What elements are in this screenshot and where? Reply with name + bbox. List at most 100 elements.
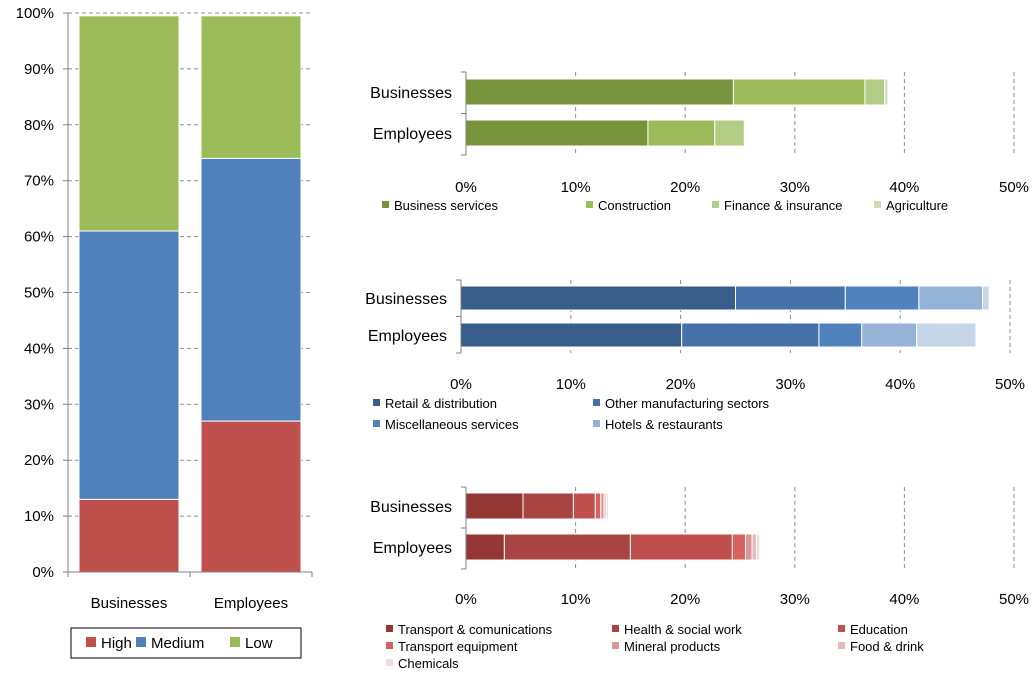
legend-label: Finance & insurance [724,198,843,213]
bar-segment [605,492,609,520]
x-tick-label: 30% [780,179,810,196]
bar-segment [982,285,990,311]
legend-swatch [586,201,593,208]
legend-swatch [230,637,240,647]
legend-label: Low [245,635,273,652]
legend-label: High [101,635,132,652]
legend-swatch [86,637,96,647]
x-tick-label: 40% [885,376,915,393]
bar-segment [78,230,180,500]
y-tick-label: 70% [24,173,54,190]
y-tick-label: 60% [24,229,54,246]
bar-segment [647,119,716,147]
bar-segment [751,533,757,561]
legend-swatch [838,625,845,632]
y-tick-label: 30% [24,396,54,413]
legend-label: Transport & comunications [398,622,553,637]
bar-segment [460,322,683,348]
legend-swatch [373,420,380,427]
bar-segment [522,492,574,520]
bar-segment [916,322,977,348]
legend-swatch [386,659,393,666]
chart-overall: 0% 10% 20% 30% 40% 50% 60% 70% 80% 90% 100% Busines… [16,5,313,659]
legend-label: Medium [151,635,204,652]
bar-segment [735,285,846,311]
x-tick-label: 30% [775,376,805,393]
x-tick-label: 0% [450,376,472,393]
legend-swatch [838,642,845,649]
x-tick-label: 20% [670,179,700,196]
legend-swatch [382,201,389,208]
bar-segment [918,285,984,311]
legend-label: Health & social work [624,622,742,637]
bar-segment [731,533,746,561]
x-tick-label: Employees [214,595,288,612]
x-tick-label: 40% [889,591,919,608]
legend-label: Agriculture [886,198,948,213]
x-tick-label: 20% [666,376,696,393]
legend-swatch [712,201,719,208]
bar-segment [200,15,302,159]
y-tick-label: 50% [24,285,54,302]
y-tick-label: 90% [24,61,54,78]
legend-swatch [136,637,146,647]
bar-segment [744,533,753,561]
bar-segment [864,78,886,106]
legend-swatch [386,625,393,632]
legend-swatch [593,420,600,427]
bar-segment [681,322,820,348]
bar-segment [818,322,863,348]
x-tick-label: 30% [780,591,810,608]
legend-label: Chemicals [398,656,459,671]
bar-segment [78,15,180,232]
chart-low-sectors: 0% 10% 20% 30% 40% 50% Businesses Employees Busi… [370,71,1029,213]
legend-label: Mineral products [624,639,721,654]
legend-label: Education [850,622,908,637]
legend-label: Transport equipment [398,639,518,654]
legend-swatch [373,399,380,406]
y-tick-label: 80% [24,117,54,134]
bar-segment [465,533,505,561]
bar-segment [200,420,302,573]
y-tick-label: Employees [368,328,447,345]
x-tick-label: 40% [889,179,919,196]
legend-label: Hotels & restaurants [605,417,723,432]
legend-label: Miscellaneous services [385,417,519,432]
legend-swatch [593,399,600,406]
y-tick-label: 10% [24,508,54,525]
bar-segment [629,533,733,561]
y-tick-label: Employees [373,126,452,143]
x-tick-label: 0% [455,179,477,196]
legend-label: Retail & distribution [385,396,497,411]
chart-high-sectors: 0% 10% 20% 30% 40% 50% Businesses Employees Tran… [370,486,1029,671]
bar-segment [714,119,745,147]
y-tick-label: 0% [32,564,54,581]
legend-label: Business services [394,198,499,213]
legend-swatch [874,201,881,208]
bar-segment [732,78,866,106]
chart-medium-sectors: 0% 10% 20% 30% 40% 50% Businesses Employees Reta… [365,279,1025,432]
legend-label: Food & drink [850,639,924,654]
y-tick-label: 20% [24,452,54,469]
x-tick-label: 50% [999,179,1029,196]
x-tick-label: 10% [556,376,586,393]
bar-segment [743,119,746,147]
legend-label: Other manufacturing sectors [605,396,770,411]
y-tick-label: 100% [16,5,54,22]
y-tick-label: Businesses [370,499,452,516]
bar-segment [572,492,596,520]
y-tick-label: 40% [24,340,54,357]
legend-swatch [386,642,393,649]
x-tick-label: 50% [999,591,1029,608]
legend-box [70,627,302,659]
x-tick-label: 20% [670,591,700,608]
x-tick-label: 10% [561,179,591,196]
bar-segment [200,157,302,422]
bar-segment [465,78,734,106]
x-tick-label: 0% [455,591,477,608]
y-tick-label: Businesses [365,291,447,308]
bar-segment [78,498,180,573]
legend-label: Construction [598,198,671,213]
bar-segment [594,492,602,520]
